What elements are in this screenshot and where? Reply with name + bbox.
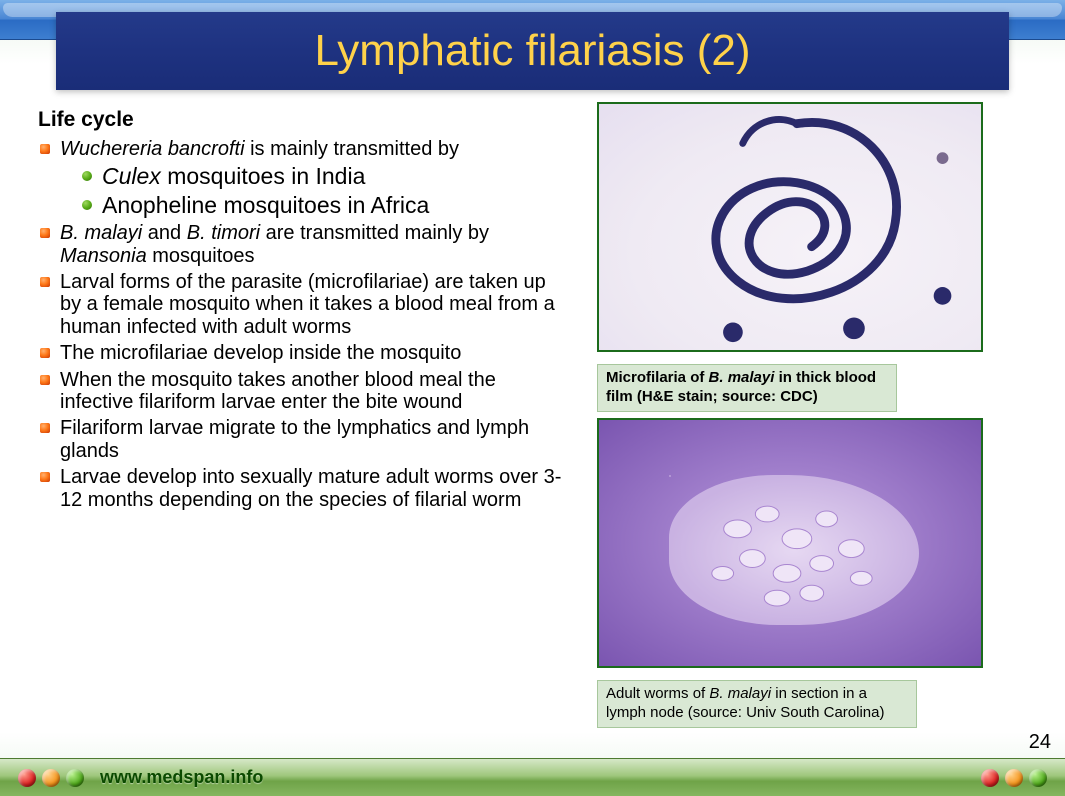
caption-italic: B. malayi	[709, 369, 775, 386]
bullet-list: Wuchereria bancrofti is mainly transmitt…	[38, 138, 563, 511]
slide-title: Lymphatic filariasis (2)	[314, 26, 750, 76]
section-heading: Life cycle	[38, 108, 563, 132]
red-dot-icon	[981, 769, 999, 787]
orange-dot-icon	[1005, 769, 1023, 787]
traffic-lights-left	[18, 769, 84, 787]
green-dot-icon	[66, 769, 84, 787]
caption2-text: Adult worms of	[606, 685, 709, 702]
bullet-item: Larvae develop into sexually mature adul…	[38, 466, 563, 511]
sub-bullet-item: Culex mosquitoes in India	[60, 163, 563, 189]
figure2-caption: Adult worms of B. malayi in section in a…	[597, 680, 917, 728]
bullet-item: Filariform larvae migrate to the lymphat…	[38, 417, 563, 462]
bullet-item: When the mosquito takes another blood me…	[38, 369, 563, 414]
figure1-caption: Microfilaria of B. malayi in thick blood…	[597, 364, 897, 412]
sub-bullet-item: Anopheline mosquitoes in Africa	[60, 192, 563, 218]
worm-sections	[599, 420, 981, 667]
footer-url: www.medspan.info	[100, 767, 263, 788]
green-dot-icon	[1029, 769, 1047, 787]
caption-text: Microfilaria of	[606, 369, 709, 386]
sub-bullet-list: Culex mosquitoes in India Anopheline mosq…	[60, 163, 563, 218]
microfilaria-sketch	[599, 104, 981, 350]
caption2-italic: B. malayi	[709, 685, 771, 702]
bullet-item: Wuchereria bancrofti is mainly transmitt…	[38, 138, 563, 218]
slide-title-bar: Lymphatic filariasis (2)	[56, 12, 1009, 90]
traffic-lights-right	[981, 769, 1047, 787]
image-column: Microfilaria of B. malayi in thick blood…	[573, 108, 1027, 746]
red-dot-icon	[18, 769, 36, 787]
page-number: 24	[1029, 731, 1051, 754]
figure-microfilaria	[597, 102, 983, 352]
slide-content: Life cycle Wuchereria bancrofti is mainl…	[38, 108, 1027, 746]
bottom-chrome-bar: www.medspan.info	[0, 758, 1065, 796]
bullet-item: Larval forms of the parasite (microfilar…	[38, 271, 563, 338]
bullet-item: B. malayi and B. timori are transmitted …	[38, 222, 563, 267]
figure-adult-worms	[597, 418, 983, 668]
orange-dot-icon	[42, 769, 60, 787]
bullet-item: The microfilariae develop inside the mos…	[38, 342, 563, 364]
text-column: Life cycle Wuchereria bancrofti is mainl…	[38, 108, 573, 746]
